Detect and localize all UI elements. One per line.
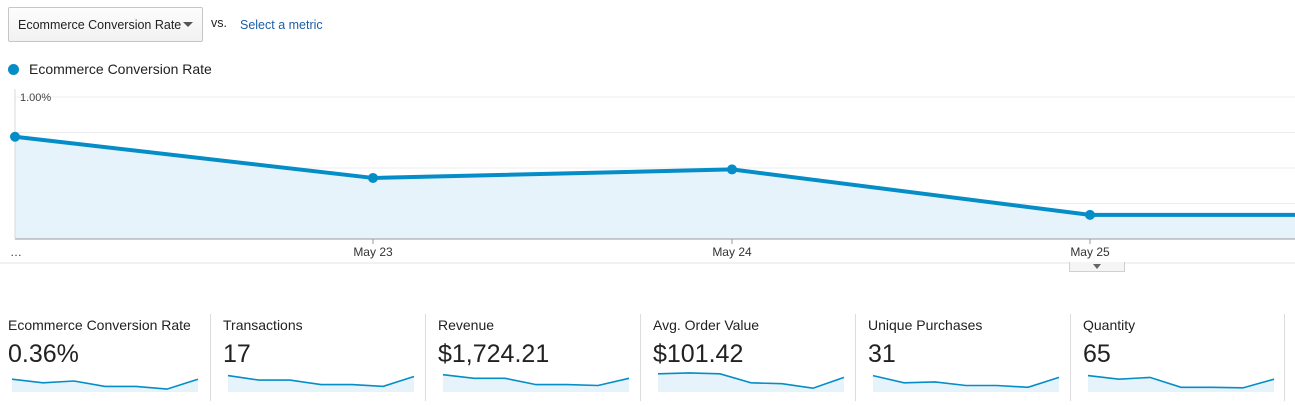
- scorecard-transactions[interactable]: Transactions 17: [210, 314, 425, 401]
- scorecard-quantity[interactable]: Quantity 65: [1070, 314, 1285, 401]
- scorecard-ecommerce-conversion-rate[interactable]: Ecommerce Conversion Rate 0.36%: [0, 314, 215, 401]
- sparkline-line: [657, 372, 845, 390]
- sparkline-area: [228, 375, 414, 392]
- sparkline: [1087, 374, 1275, 392]
- scorecard-label: Unique Purchases: [868, 317, 983, 333]
- scorecard-row: Ecommerce Conversion Rate 0.36% Transact…: [0, 314, 1295, 401]
- scorecard-revenue[interactable]: Revenue $1,724.21: [425, 314, 640, 401]
- scorecard-label: Avg. Order Value: [653, 317, 760, 333]
- sparkline-area: [658, 372, 844, 392]
- scorecard-label: Transactions: [223, 317, 303, 333]
- scorecard-value: $101.42: [653, 340, 744, 368]
- data-point: [10, 131, 20, 142]
- sparkline: [442, 373, 630, 392]
- scorecard-unique-purchases[interactable]: Unique Purchases 31: [855, 314, 1070, 401]
- sparkline: [11, 378, 199, 392]
- scorecard-value: $1,724.21: [438, 340, 550, 368]
- sparkline-line: [442, 373, 630, 387]
- x-tick-label: May 24: [712, 245, 752, 259]
- data-point: [368, 172, 378, 183]
- x-tick-label: May 23: [353, 245, 393, 259]
- legend-series-name: Ecommerce Conversion Rate: [29, 61, 212, 77]
- scorecard-label: Ecommerce Conversion Rate: [8, 317, 191, 333]
- toolbar: Ecommerce Conversion Rate vs. Select a m…: [8, 7, 323, 42]
- caret-down-icon: [1093, 264, 1101, 269]
- sparkline-line: [1087, 374, 1275, 389]
- caret-down-icon: [183, 22, 193, 27]
- scorecard-value: 17: [223, 340, 251, 368]
- sparkline-line: [11, 378, 199, 390]
- sparkline-area: [873, 375, 1059, 392]
- scorecard-label: Revenue: [438, 317, 495, 333]
- data-point: [727, 164, 737, 175]
- scorecard-value: 31: [868, 340, 896, 368]
- series-area: [15, 136, 1295, 239]
- y-tick-label: 1.00%: [20, 92, 51, 104]
- scorecard-label: Quantity: [1083, 317, 1136, 333]
- data-point: [1085, 209, 1095, 220]
- select-metric-link[interactable]: Select a metric: [239, 17, 323, 32]
- scorecard-value: 0.36%: [8, 340, 79, 368]
- vs-label: vs.: [211, 15, 227, 30]
- chart-collapse-handle[interactable]: [1069, 262, 1125, 272]
- chart-legend: Ecommerce Conversion Rate: [8, 61, 212, 77]
- legend-dot-icon: [8, 63, 19, 75]
- sparkline: [872, 374, 1060, 392]
- sparkline-line: [872, 374, 1060, 389]
- x-tick-label: May 25: [1070, 245, 1110, 259]
- sparkline-line: [227, 374, 415, 388]
- x-tick-label: …: [10, 245, 22, 259]
- metric-select-dropdown[interactable]: Ecommerce Conversion Rate: [8, 7, 203, 42]
- sparkline: [657, 372, 845, 392]
- metric-select-value: Ecommerce Conversion Rate: [18, 17, 182, 32]
- scorecard-value: 65: [1083, 340, 1111, 368]
- sparkline: [227, 374, 415, 392]
- scorecard-avg-order-value[interactable]: Avg. Order Value $101.42: [640, 314, 855, 401]
